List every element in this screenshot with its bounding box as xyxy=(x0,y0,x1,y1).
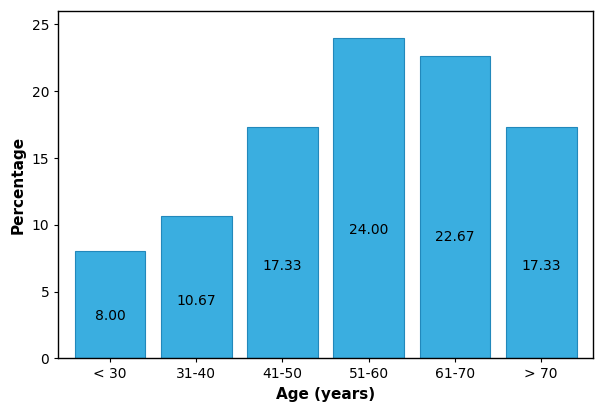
Bar xyxy=(247,127,318,358)
Text: 10.67: 10.67 xyxy=(176,294,216,309)
Text: 17.33: 17.33 xyxy=(521,259,561,273)
Text: 22.67: 22.67 xyxy=(435,230,475,244)
Text: 8.00: 8.00 xyxy=(95,309,126,323)
Bar xyxy=(420,56,490,358)
Bar xyxy=(506,127,576,358)
Y-axis label: Percentage: Percentage xyxy=(11,135,26,234)
Text: 17.33: 17.33 xyxy=(263,259,302,273)
Bar xyxy=(333,38,404,358)
X-axis label: Age (years): Age (years) xyxy=(276,387,375,402)
Text: 24.00: 24.00 xyxy=(349,223,388,237)
Bar xyxy=(161,216,231,358)
Bar xyxy=(75,252,146,358)
